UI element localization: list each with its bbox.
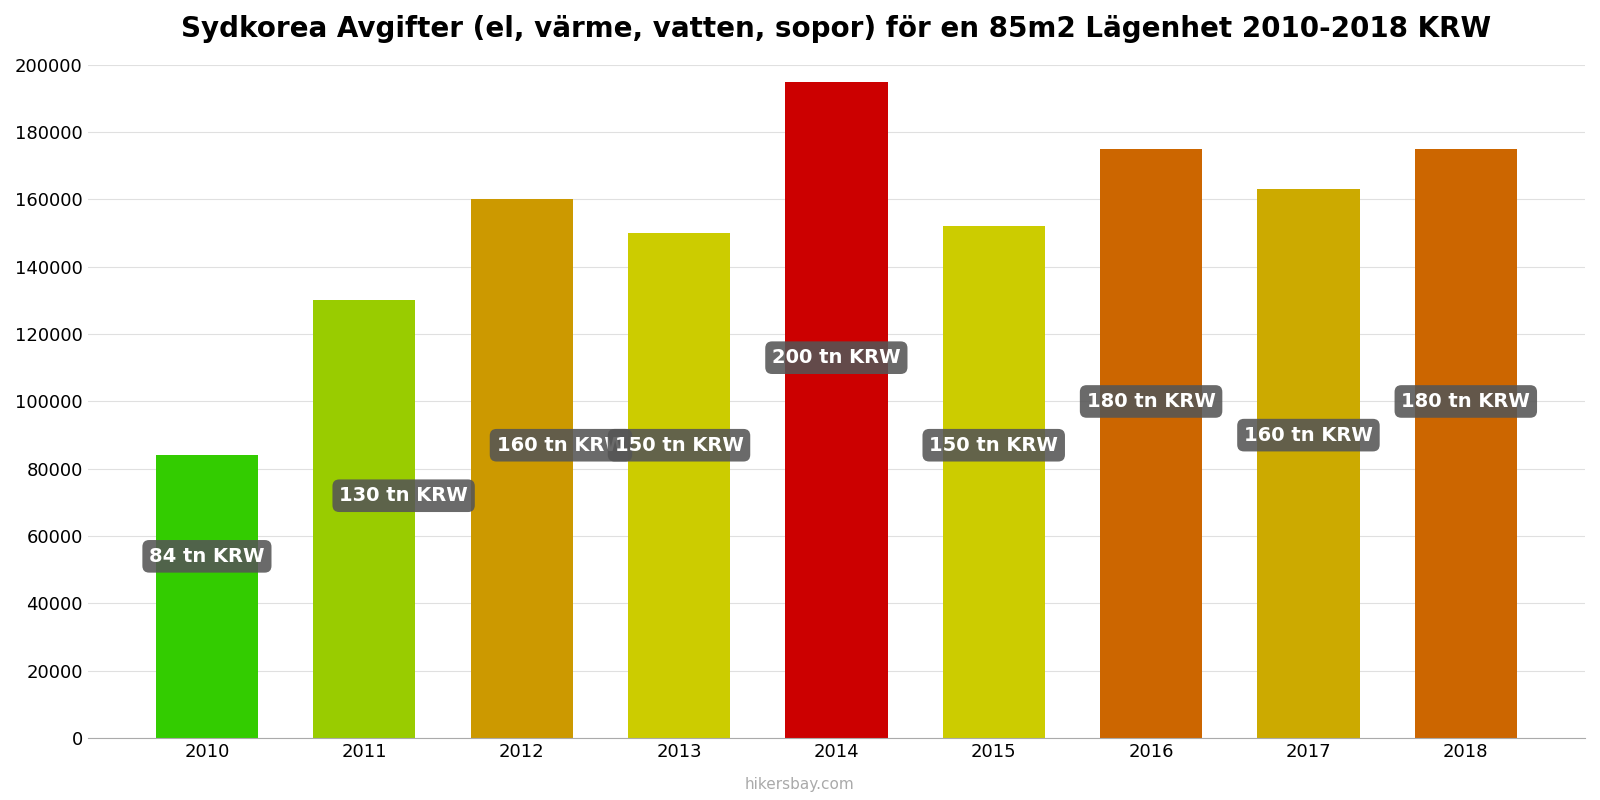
Text: 160 tn KRW: 160 tn KRW: [496, 436, 626, 454]
Bar: [786, 82, 888, 738]
Text: 150 tn KRW: 150 tn KRW: [614, 436, 744, 454]
Text: 160 tn KRW: 160 tn KRW: [1245, 426, 1373, 445]
Text: 180 tn KRW: 180 tn KRW: [1402, 392, 1530, 411]
Text: hikersbay.com: hikersbay.com: [746, 777, 854, 792]
Text: 84 tn KRW: 84 tn KRW: [149, 547, 264, 566]
Text: 180 tn KRW: 180 tn KRW: [1086, 392, 1216, 411]
Title: Sydkorea Avgifter (el, värme, vatten, sopor) för en 85m2 Lägenhet 2010-2018 KRW: Sydkorea Avgifter (el, värme, vatten, so…: [181, 15, 1491, 43]
Bar: [155, 455, 258, 738]
Text: 200 tn KRW: 200 tn KRW: [773, 348, 901, 367]
Text: 150 tn KRW: 150 tn KRW: [930, 436, 1058, 454]
Bar: [1258, 190, 1360, 738]
Bar: [470, 199, 573, 738]
Bar: [314, 301, 416, 738]
Bar: [1099, 149, 1202, 738]
Bar: [1414, 149, 1517, 738]
Bar: [627, 233, 730, 738]
Bar: [942, 226, 1045, 738]
Text: 130 tn KRW: 130 tn KRW: [339, 486, 469, 506]
